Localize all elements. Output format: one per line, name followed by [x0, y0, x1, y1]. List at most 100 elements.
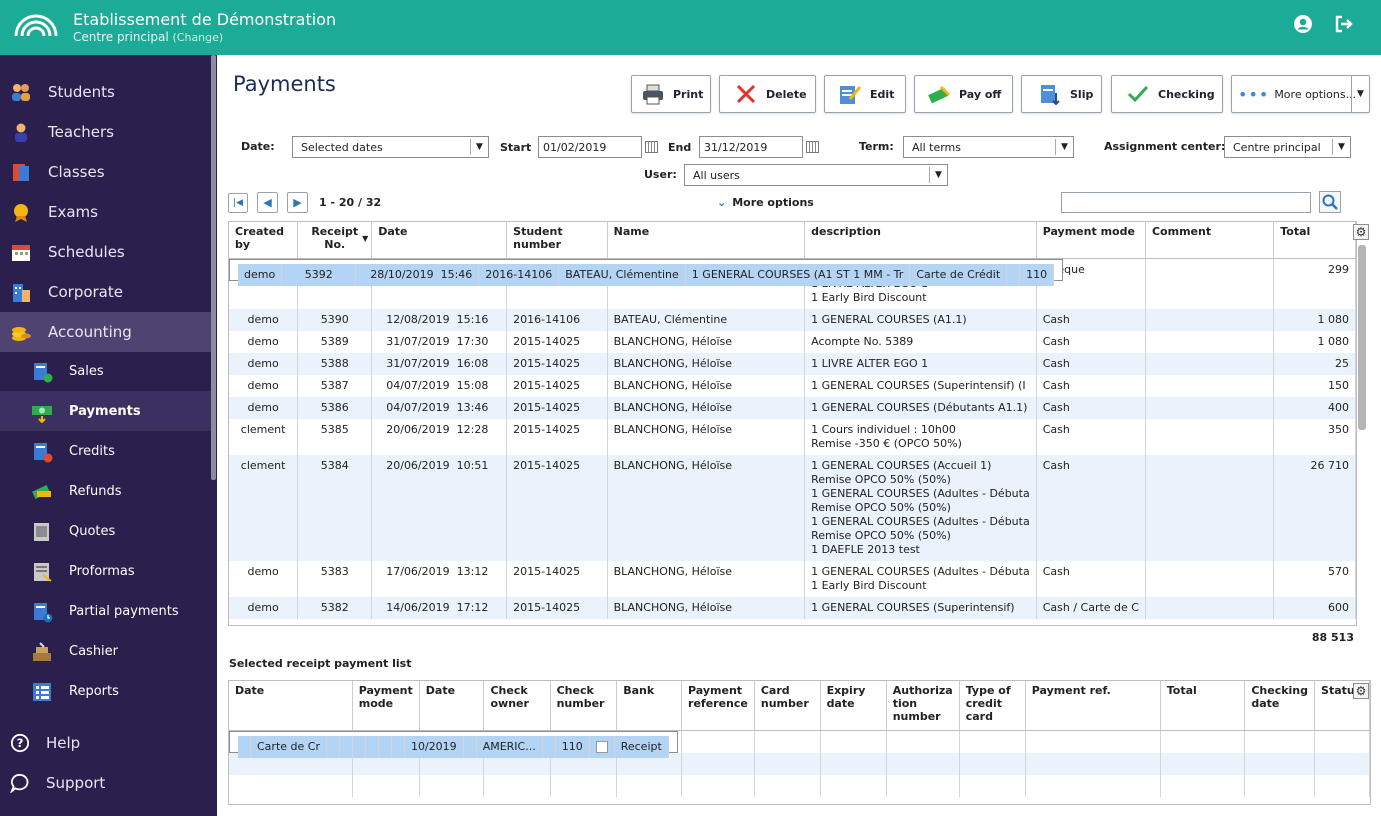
table-cell-student: 2015-14025 [506, 353, 608, 375]
sidebar-item-exams[interactable]: Exams [0, 192, 211, 232]
user-icon[interactable] [1293, 14, 1313, 34]
column-header-description[interactable]: description [804, 222, 1037, 259]
sidebar-subitem-sales[interactable]: Sales [0, 351, 211, 391]
column-header[interactable]: Payment reference [681, 681, 755, 731]
term-select[interactable]: All terms ▼ [903, 136, 1074, 158]
column-header-name[interactable]: Name [607, 222, 806, 259]
column-header-student-number[interactable]: Student number [506, 222, 608, 259]
sidebar-item-help[interactable]: ? Help [0, 723, 211, 763]
edit-button[interactable]: Edit [824, 75, 906, 113]
column-header[interactable]: Payment ref. [1025, 681, 1161, 731]
gear-icon[interactable]: ⚙ [1353, 683, 1369, 699]
checking-checkbox[interactable] [595, 740, 608, 753]
delete-button[interactable]: Delete [719, 75, 816, 113]
checking-button[interactable]: Checking [1111, 75, 1223, 113]
table-row[interactable]: demo 5383 17/06/2019 13:12 2015-14025 BLANCH… [229, 561, 1356, 597]
table-cell-mode: Carte de Cr [250, 735, 327, 758]
table-cell-by: demo [229, 397, 299, 419]
end-date-input[interactable]: 31/12/2019 [699, 136, 803, 158]
search-button[interactable] [1319, 191, 1341, 213]
sidebar-item-corporate[interactable]: Corporate [0, 272, 211, 312]
table-row[interactable]: clement 5385 20/06/2019 12:28 2015-14025 BLA… [229, 419, 1356, 455]
payments-table-scrollbar[interactable] [1358, 245, 1366, 430]
column-header[interactable]: Expiry date [820, 681, 887, 731]
slip-button[interactable]: Slip [1021, 75, 1102, 113]
column-header[interactable]: Checking date [1244, 681, 1316, 731]
sidebar-subitem-proformas[interactable]: Proformas [0, 551, 211, 591]
column-header[interactable]: Date [229, 681, 353, 731]
table-row[interactable]: Carte de Cr 10/2019 AMERIC... 110 Receipt [229, 730, 678, 758]
column-header-total[interactable]: Total [1273, 222, 1356, 259]
table-row[interactable]: demo 5382 14/06/2019 17:12 2015-14025 BLANCH… [229, 597, 1356, 619]
start-date-input[interactable]: 01/02/2019 [538, 136, 642, 158]
search-input[interactable] [1061, 192, 1311, 213]
assignment-center-select[interactable]: Centre principal ▼ [1224, 136, 1351, 158]
column-header[interactable]: Payment mode [352, 681, 420, 731]
calendar-icon[interactable] [806, 141, 819, 153]
table-row[interactable]: demo 5392 28/10/2019 15:46 2016-14106 BATEAU… [229, 259, 1064, 286]
table-row[interactable]: demo 5389 31/07/2019 17:30 2015-14025 BLANCH… [229, 331, 1356, 353]
sidebar-subitem-refunds[interactable]: Refunds [0, 471, 211, 511]
column-header[interactable]: Card number [754, 681, 821, 731]
previous-page-button[interactable]: ◀ [257, 192, 278, 213]
table-row[interactable]: demo 5387 04/07/2019 15:08 2015-14025 BLANCH… [229, 375, 1356, 397]
sidebar-item-classes[interactable]: Classes [0, 152, 211, 192]
sidebar-item-accounting[interactable]: Accounting [0, 312, 211, 352]
user-select[interactable]: All users ▼ [684, 164, 948, 186]
first-page-button[interactable]: |◀ [228, 193, 248, 213]
sidebar-subitem-reports[interactable]: Reports [0, 671, 211, 711]
search-icon [1322, 194, 1338, 210]
sidebar-item-label: Reports [69, 683, 119, 699]
more-options-button[interactable]: ••• More options... ▼ [1231, 75, 1370, 113]
column-header[interactable]: Type of credit card [959, 681, 1026, 731]
column-header-date[interactable]: Date [378, 225, 408, 238]
table-row[interactable] [229, 774, 1370, 797]
sidebar-item-students[interactable]: Students [0, 72, 211, 112]
sidebar-item-teachers[interactable]: Teachers [0, 112, 211, 152]
table-row[interactable]: demo 5388 31/07/2019 16:08 2015-14025 BLANCH… [229, 353, 1356, 375]
table-row[interactable]: demo 5386 04/07/2019 13:46 2015-14025 BLANCH… [229, 397, 1356, 419]
calendar-icon[interactable] [645, 141, 658, 153]
reports-icon [33, 683, 51, 701]
sidebar-scrollbar[interactable] [211, 55, 216, 480]
sidebar-subitem-quotes[interactable]: Quotes [0, 511, 211, 551]
change-center-link[interactable]: (Change) [172, 31, 224, 44]
table-cell-nodate: 5382 14/06/2019 17:12 [297, 597, 508, 619]
logout-icon[interactable] [1334, 14, 1354, 34]
table-row[interactable]: demo 5390 12/08/2019 15:16 2016-14106 BATEAU… [229, 309, 1356, 331]
more-options-toggle[interactable]: ⌄ More options [717, 196, 814, 209]
column-header-comment[interactable]: Comment [1145, 222, 1275, 259]
sidebar-item-schedules[interactable]: Schedules [0, 232, 211, 272]
table-row[interactable] [229, 752, 1370, 775]
table-cell-by: demo [229, 375, 299, 397]
table-cell-desc: 1 GENERAL COURSES (Superintensif) (I [804, 375, 1037, 397]
receipt-date-cell: 5392 28/10/2019 15:46 [282, 264, 478, 286]
column-header-payment-mode[interactable]: Payment mode [1036, 222, 1146, 259]
table-cell-by: demo [229, 309, 299, 331]
next-page-button[interactable]: ▶ [287, 192, 308, 213]
column-header[interactable]: Check number [550, 681, 618, 731]
table-row[interactable]: clement 5384 20/06/2019 10:51 2015-14025 BLA… [229, 455, 1356, 561]
pay-off-button[interactable]: Pay off [914, 75, 1013, 113]
table-cell-checked [1244, 752, 1316, 775]
column-header-receipt-no[interactable]: Receipt No. ▼ [298, 222, 373, 258]
column-header[interactable]: Authoriza tion number [886, 681, 960, 731]
sidebar-subitem-credits[interactable]: Credits [0, 431, 211, 471]
column-header-created-by[interactable]: Created by [229, 222, 299, 259]
column-header[interactable]: Date [419, 681, 485, 731]
chevron-down-icon[interactable]: ▼ [1351, 76, 1369, 112]
column-header[interactable]: Total [1160, 681, 1246, 731]
table-cell-date2 [326, 735, 340, 758]
proformas-icon [34, 563, 52, 582]
column-header[interactable]: Check owner [483, 681, 551, 731]
print-button[interactable]: Print [631, 75, 711, 113]
sidebar-item-label: Cashier [69, 643, 119, 659]
sidebar-item-support[interactable]: Support [0, 763, 211, 803]
sidebar-subitem-payments[interactable]: Payments [0, 391, 211, 431]
date-filter-select[interactable]: Selected dates ▼ [292, 136, 489, 158]
sidebar-subitem-partial-payments[interactable]: Partial payments [0, 591, 211, 631]
column-header[interactable]: Bank [616, 681, 683, 731]
sidebar-subitem-cashier[interactable]: Cashier [0, 631, 211, 671]
center-selector[interactable]: Centre principal (Change) [73, 30, 223, 44]
gear-icon[interactable]: ⚙ [1353, 224, 1369, 240]
